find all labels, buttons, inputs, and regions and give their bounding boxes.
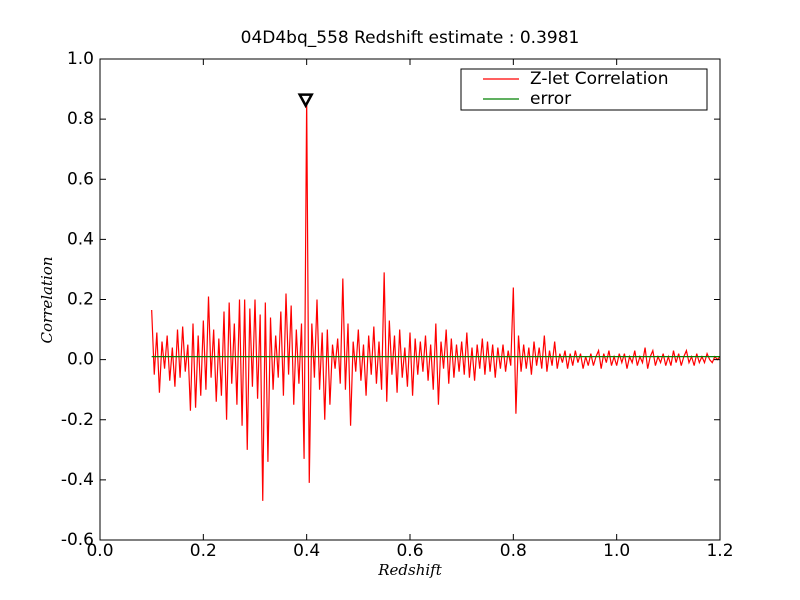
peak-marker xyxy=(297,93,314,109)
x-tick-label: 1.0 xyxy=(603,541,630,561)
y-tick-label: -0.6 xyxy=(61,530,94,550)
legend-label: error xyxy=(530,89,571,109)
legend-label: Z-let Correlation xyxy=(530,69,668,89)
x-tick-label: 0.4 xyxy=(293,541,320,561)
x-tick-label: 1.2 xyxy=(706,541,733,561)
y-tick-label: 0.4 xyxy=(67,229,94,249)
y-tick-label: 0.8 xyxy=(67,109,94,129)
y-tick-label: 0.0 xyxy=(67,350,94,370)
y-tick-label: 0.6 xyxy=(67,169,94,189)
y-tick-label: -0.4 xyxy=(61,470,94,490)
y-tick-label: 1.0 xyxy=(67,49,94,69)
chart-title: 04D4bq_558 Redshift estimate : 0.3981 xyxy=(241,28,580,48)
y-tick-label: -0.2 xyxy=(61,410,94,430)
y-tick-label: 0.2 xyxy=(67,290,94,310)
legend-box xyxy=(460,68,708,111)
x-axis-label: Redshift xyxy=(377,561,442,579)
x-tick-label: 0.0 xyxy=(86,541,113,561)
x-tick-label: 0.8 xyxy=(500,541,527,561)
series-line xyxy=(151,98,720,501)
x-tick-label: 0.6 xyxy=(396,541,423,561)
x-tick-label: 0.2 xyxy=(190,541,217,561)
y-axis-label: Correlation xyxy=(38,257,56,344)
